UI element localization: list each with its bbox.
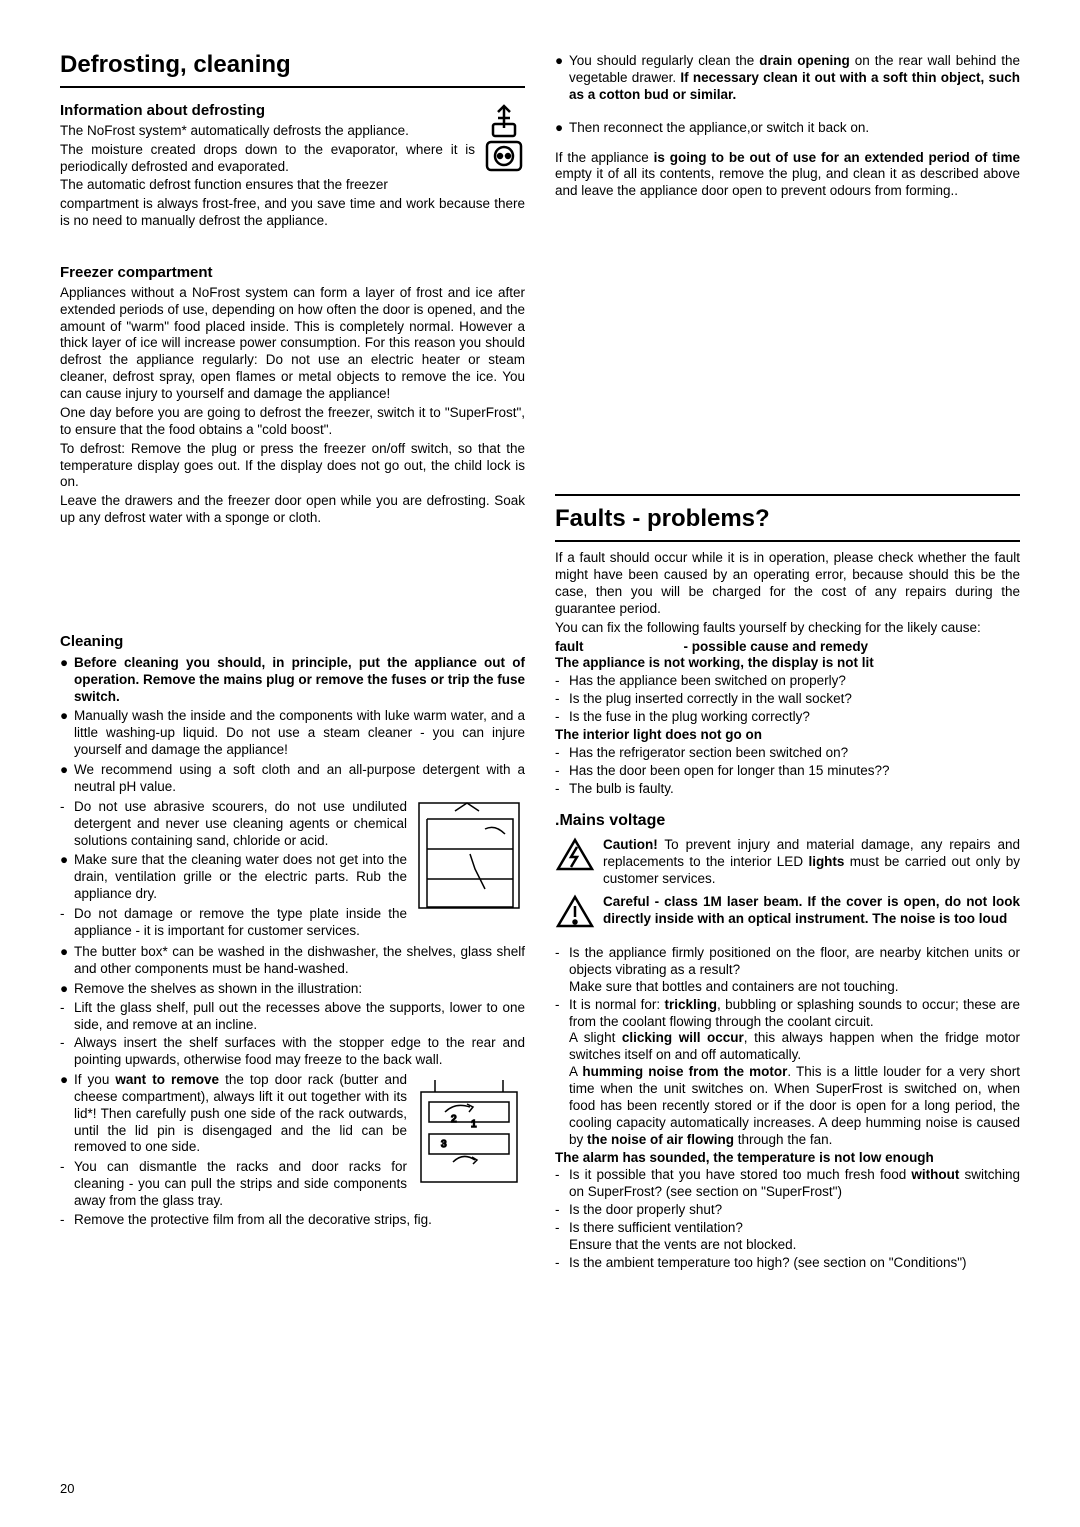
heading-cleaning: Cleaning — [60, 633, 525, 652]
clean-7d: You can dismantle the racks and door rac… — [74, 1159, 407, 1210]
warning-exclaim-icon — [555, 894, 595, 930]
dash-marker: - — [555, 997, 569, 1149]
noise-2: It is normal for: trickling, bubbling or… — [569, 997, 1020, 1149]
bullet-icon: ● — [60, 981, 74, 998]
f-h2-d2: Has the door been open for longer than 1… — [569, 763, 1020, 780]
bullet-icon: ● — [555, 120, 569, 137]
f-h1-d3: Is the fuse in the plug working correctl… — [569, 709, 1020, 726]
alarm-3: Is there sufficient ventilation?Ensure t… — [569, 1220, 1020, 1254]
door-rack-diagram-icon: 2 3 1 — [415, 1072, 525, 1192]
freezer-p1: Appliances without a NoFrost system can … — [60, 285, 525, 403]
clean-6: Remove the shelves as shown in the illus… — [74, 981, 525, 998]
info-p2: The moisture created drops down to the e… — [60, 142, 525, 176]
faults-p1: If a fault should occur while it is in o… — [555, 550, 1020, 618]
f-h2-d3: The bulb is faulty. — [569, 781, 1020, 798]
right-1: You should regularly clean the drain ope… — [569, 53, 1020, 104]
dash-marker: - — [60, 1035, 74, 1069]
nofrost-icon — [483, 102, 525, 174]
fault-h2: The interior light does not go on — [555, 727, 1020, 744]
dash-marker: - — [60, 799, 74, 850]
heading-freezer: Freezer compartment — [60, 264, 525, 283]
alarm-2: Is the door properly shut? — [569, 1202, 1020, 1219]
heading-mains: .Mains voltage — [555, 811, 1020, 831]
fault-header: fault- possible cause and remedy — [555, 639, 1020, 656]
page-number: 20 — [60, 1481, 74, 1497]
shelf-diagram-icon — [415, 799, 525, 914]
page-title-faults: Faults - problems? — [555, 504, 1020, 542]
dash-marker: - — [555, 673, 569, 690]
clean-3d: Do not use abrasive scourers, do not use… — [74, 799, 407, 850]
dash-marker: - — [60, 1159, 74, 1210]
clean-7: If you want to remove the top door rack … — [74, 1072, 407, 1156]
f-h2-d1: Has the refrigerator section been switch… — [569, 745, 1020, 762]
alarm-heading: The alarm has sounded, the temperature i… — [555, 1150, 1020, 1167]
dash-marker: - — [555, 691, 569, 708]
bullet-icon: ● — [60, 944, 74, 978]
heading-info-defrost: Information about defrosting — [60, 102, 525, 121]
clean-4: Make sure that the cleaning water does n… — [74, 852, 407, 903]
clean-3: We recommend using a soft cloth and an a… — [74, 762, 525, 796]
bullet-icon: ● — [60, 708, 74, 759]
info-p4: compartment is always frost-free, and yo… — [60, 196, 525, 230]
clean-5: The butter box* can be washed in the dis… — [74, 944, 525, 978]
bullet-icon: ● — [60, 655, 74, 706]
page-title-defrosting: Defrosting, cleaning — [60, 50, 525, 88]
dash-marker: - — [555, 745, 569, 762]
svg-text:3: 3 — [441, 1139, 447, 1150]
info-p1: The NoFrost system* automatically defros… — [60, 123, 525, 140]
dash-marker: - — [555, 781, 569, 798]
bullet-icon: ● — [555, 53, 569, 104]
warning-bolt-icon — [555, 837, 595, 888]
svg-text:2: 2 — [451, 1114, 457, 1125]
dash-marker: - — [60, 1000, 74, 1034]
dash-marker: - — [555, 1202, 569, 1219]
dash-marker: - — [555, 763, 569, 780]
f-h1-d2: Is the plug inserted correctly in the wa… — [569, 691, 1020, 708]
dash-marker: - — [555, 1167, 569, 1201]
f-h1-d1: Has the appliance been switched on prope… — [569, 673, 1020, 690]
bullet-icon: ● — [60, 1072, 74, 1156]
clean-7d2: Remove the protective film from all the … — [74, 1212, 525, 1229]
alarm-4: Is the ambient temperature too high? (se… — [569, 1255, 1020, 1272]
right-3: If the appliance is going to be out of u… — [555, 150, 1020, 201]
dash-marker: - — [60, 906, 74, 940]
clean-6d2: Always insert the shelf surfaces with th… — [74, 1035, 525, 1069]
bullet-icon: ● — [60, 852, 74, 903]
fault-h1: The appliance is not working, the displa… — [555, 655, 1020, 672]
dash-marker: - — [555, 709, 569, 726]
careful-warning: Careful - class 1M laser beam. If the co… — [603, 894, 1020, 930]
bullet-icon: ● — [60, 762, 74, 796]
right-2: Then reconnect the appliance,or switch i… — [569, 120, 1020, 137]
dash-marker: - — [555, 1255, 569, 1272]
noise-1: Is the appliance firmly positioned on th… — [569, 945, 1020, 996]
freezer-p4: Leave the drawers and the freezer door o… — [60, 493, 525, 527]
freezer-p3: To defrost: Remove the plug or press the… — [60, 441, 525, 492]
clean-1: Before cleaning you should, in principle… — [74, 655, 525, 706]
clean-4d: Do not damage or remove the type plate i… — [74, 906, 407, 940]
clean-2: Manually wash the inside and the compone… — [74, 708, 525, 759]
info-p3: The automatic defrost function ensures t… — [60, 177, 525, 194]
mains-warning: Caution! To prevent injury and material … — [603, 837, 1020, 888]
dash-marker: - — [555, 945, 569, 996]
dash-marker: - — [555, 1220, 569, 1254]
clean-6d1: Lift the glass shelf, pull out the reces… — [74, 1000, 525, 1034]
dash-marker: - — [60, 1212, 74, 1229]
faults-p2: You can fix the following faults yoursel… — [555, 620, 1020, 637]
freezer-p2: One day before you are going to defrost … — [60, 405, 525, 439]
alarm-1: Is it possible that you have stored too … — [569, 1167, 1020, 1201]
svg-text:1: 1 — [471, 1119, 477, 1130]
